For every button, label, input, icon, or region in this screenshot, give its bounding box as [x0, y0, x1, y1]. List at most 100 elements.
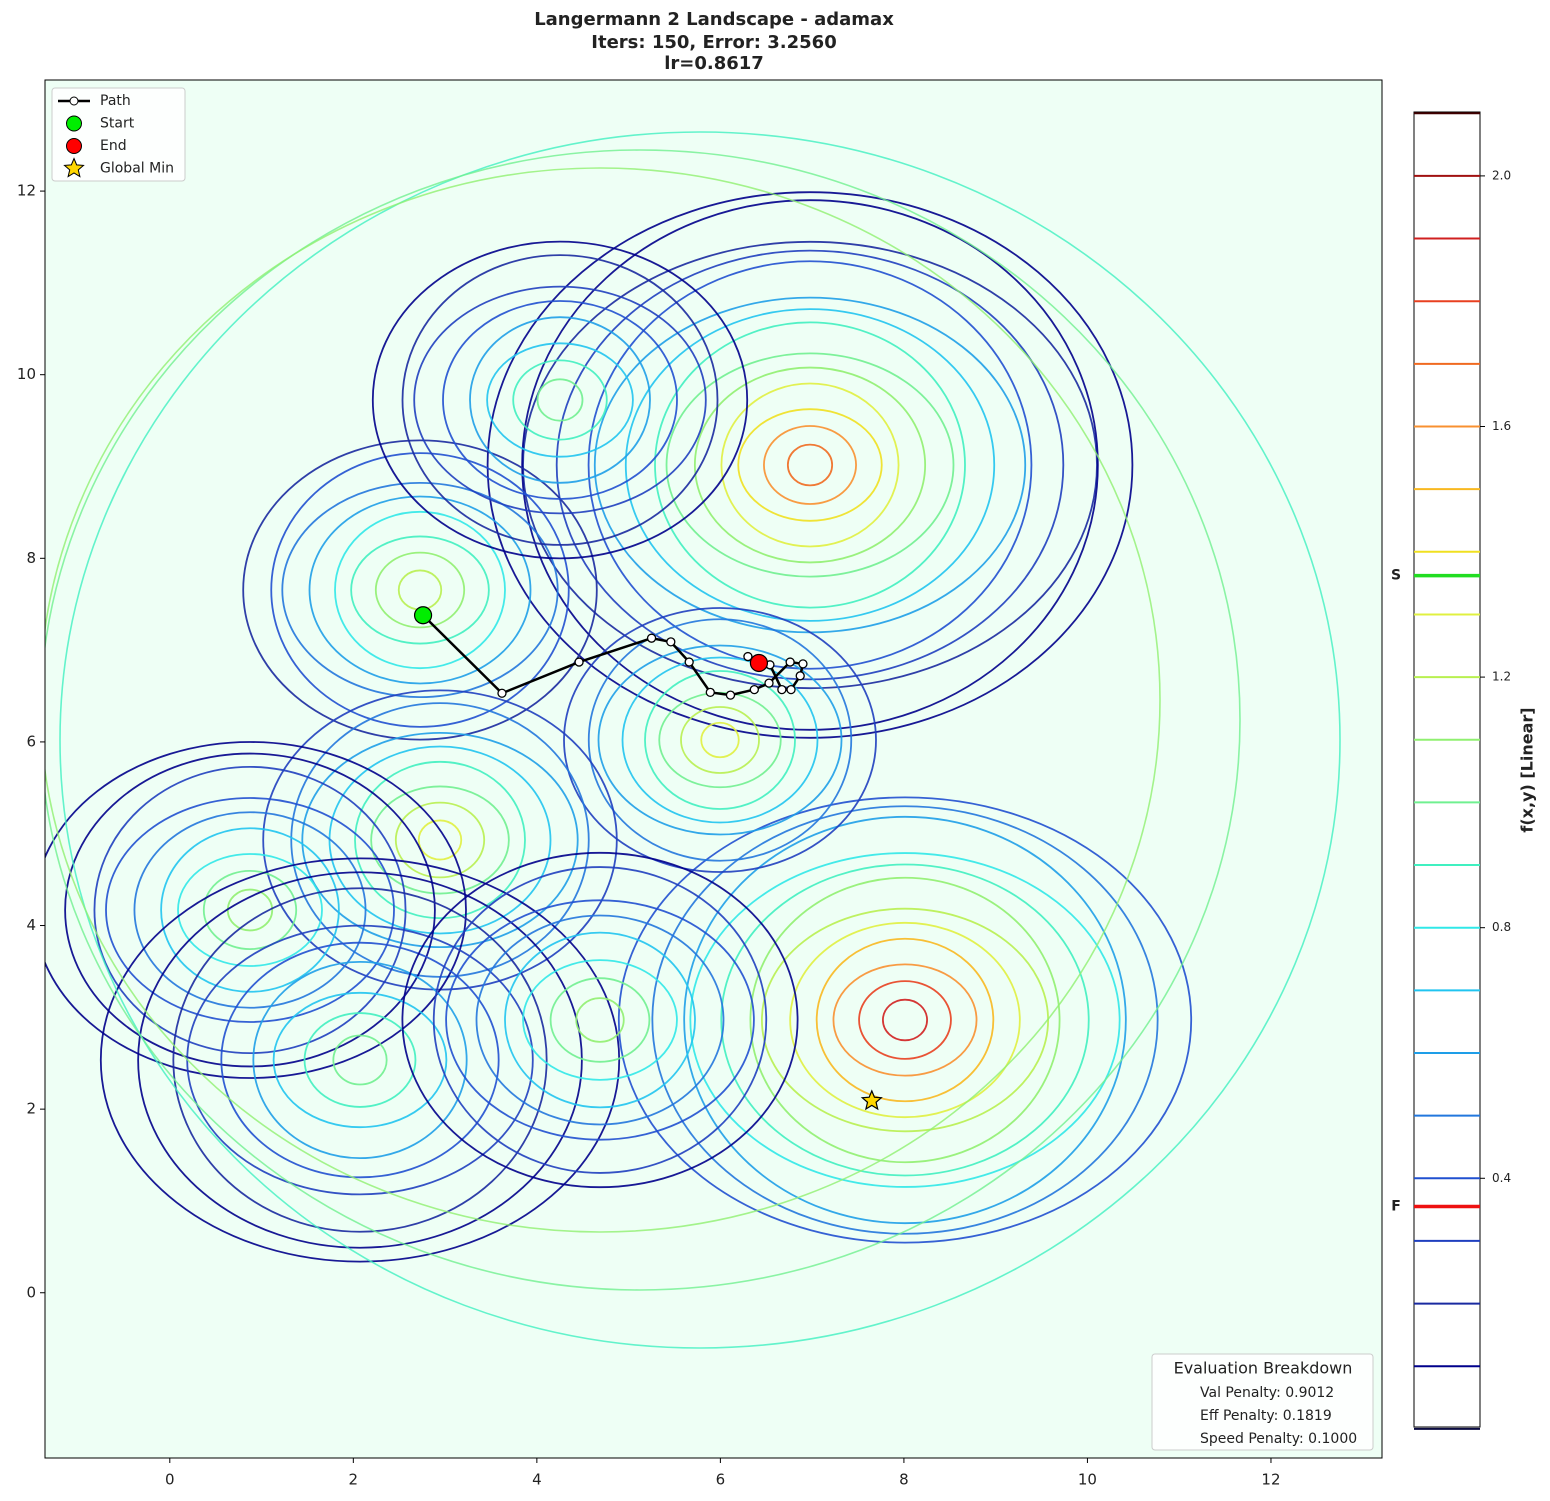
contour-line	[654, 321, 966, 609]
contour-line	[549, 977, 651, 1063]
contour-line	[417, 819, 463, 861]
contour-line	[486, 191, 1134, 739]
contour-line	[401, 851, 799, 1189]
contour-line	[252, 960, 468, 1160]
contour-line	[350, 535, 490, 645]
contour-line	[522, 959, 678, 1081]
legend-label: Start	[100, 116, 135, 132]
path-point	[497, 688, 507, 698]
y-tick-label: 2	[26, 1100, 36, 1118]
x-tick-label: 12	[1261, 1471, 1280, 1489]
path-point	[684, 657, 694, 667]
contour-line	[644, 670, 796, 810]
colorbar-tick-label: 0.8	[1492, 920, 1511, 934]
contour-line	[693, 366, 927, 564]
path-point	[785, 657, 795, 667]
contour-line	[354, 760, 526, 920]
x-tick-label: 10	[1078, 1471, 1097, 1489]
contour-line	[689, 852, 1121, 1188]
contour-line	[270, 452, 570, 728]
contour-line	[45, 741, 467, 1079]
legend-swatch	[69, 96, 79, 106]
contour-line	[374, 551, 466, 629]
contour-line	[504, 931, 696, 1109]
contour-line	[220, 941, 500, 1179]
legend-swatch	[66, 115, 82, 132]
contour-line	[555, 249, 1065, 681]
contour-line	[432, 866, 768, 1174]
end-point	[749, 653, 769, 673]
legend-label: End	[100, 138, 127, 154]
contour-line	[93, 765, 407, 1055]
contour-line	[651, 805, 1159, 1235]
y-tick-label: 6	[26, 732, 36, 750]
contour-line	[308, 495, 532, 685]
plot-frame	[44, 79, 1383, 1459]
contour-line	[737, 408, 883, 522]
contour-line	[160, 827, 340, 993]
start-point	[413, 606, 433, 625]
contour-line	[587, 618, 853, 862]
contour-line	[536, 378, 584, 422]
contour-line	[700, 721, 740, 759]
contour-line	[64, 752, 436, 1068]
colorbar-tick-label: 2.0	[1492, 168, 1511, 182]
evaluation-line: Eff Penalty: 0.1819	[1200, 1408, 1332, 1424]
contour-line	[272, 991, 448, 1129]
contour-line	[133, 811, 367, 1009]
contour-line	[815, 937, 995, 1103]
path-point	[705, 687, 715, 697]
evaluation-title: Evaluation Breakdown	[1174, 1359, 1353, 1378]
colorbar-frame	[1413, 111, 1481, 1428]
contour-line	[763, 425, 857, 505]
contour-line	[720, 863, 1090, 1177]
path-point	[646, 633, 657, 643]
contour-line	[413, 285, 707, 515]
contour-line	[575, 997, 625, 1043]
contour-line	[401, 254, 719, 546]
plot-background	[45, 80, 1382, 1458]
y-tick-label: 10	[17, 365, 36, 383]
x-tick-label: 2	[349, 1471, 359, 1489]
colorbar-tick-label: 1.2	[1492, 670, 1511, 684]
contour-line	[301, 732, 579, 949]
path-point	[574, 657, 584, 667]
x-tick-label: 8	[899, 1471, 909, 1489]
path-point	[725, 690, 736, 700]
contour-line	[177, 853, 323, 967]
contour-line	[445, 899, 755, 1141]
legend-label: Global Min	[100, 161, 174, 177]
contour-line	[334, 510, 506, 670]
contour-line	[563, 607, 877, 873]
contour-line	[332, 1034, 388, 1086]
contour-line	[786, 443, 834, 487]
contour-line	[680, 706, 760, 774]
contour-line	[394, 801, 486, 879]
y-tick-label: 4	[26, 916, 36, 934]
contour-line	[665, 352, 955, 578]
evaluation-box	[1151, 1353, 1374, 1451]
x-tick-label: 6	[716, 1471, 726, 1489]
y-tick-label: 8	[26, 549, 36, 567]
legend-swatch	[66, 138, 82, 154]
contour-line	[442, 300, 678, 500]
path-point	[777, 684, 787, 695]
contour-line	[832, 963, 978, 1077]
colorbar-marker-label: S	[1391, 568, 1401, 584]
legend-swatch	[63, 157, 85, 178]
colorbar-label: f(x,y) [Linear]	[1518, 707, 1537, 832]
contour-line	[242, 439, 598, 741]
contour-line	[617, 796, 1193, 1244]
contour-line	[475, 914, 725, 1126]
contour-line	[621, 656, 819, 824]
contour-line	[172, 887, 548, 1233]
evaluation-line: Speed Penalty: 0.1000	[1200, 1431, 1357, 1447]
contour-line	[858, 980, 952, 1060]
contour-line	[202, 869, 298, 951]
y-tick-label: 12	[17, 182, 36, 200]
contour-line	[624, 308, 996, 622]
contour-line	[521, 199, 1099, 731]
evaluation-line: Val Penalty: 0.9012	[1200, 1385, 1334, 1401]
global-min	[860, 1089, 883, 1111]
